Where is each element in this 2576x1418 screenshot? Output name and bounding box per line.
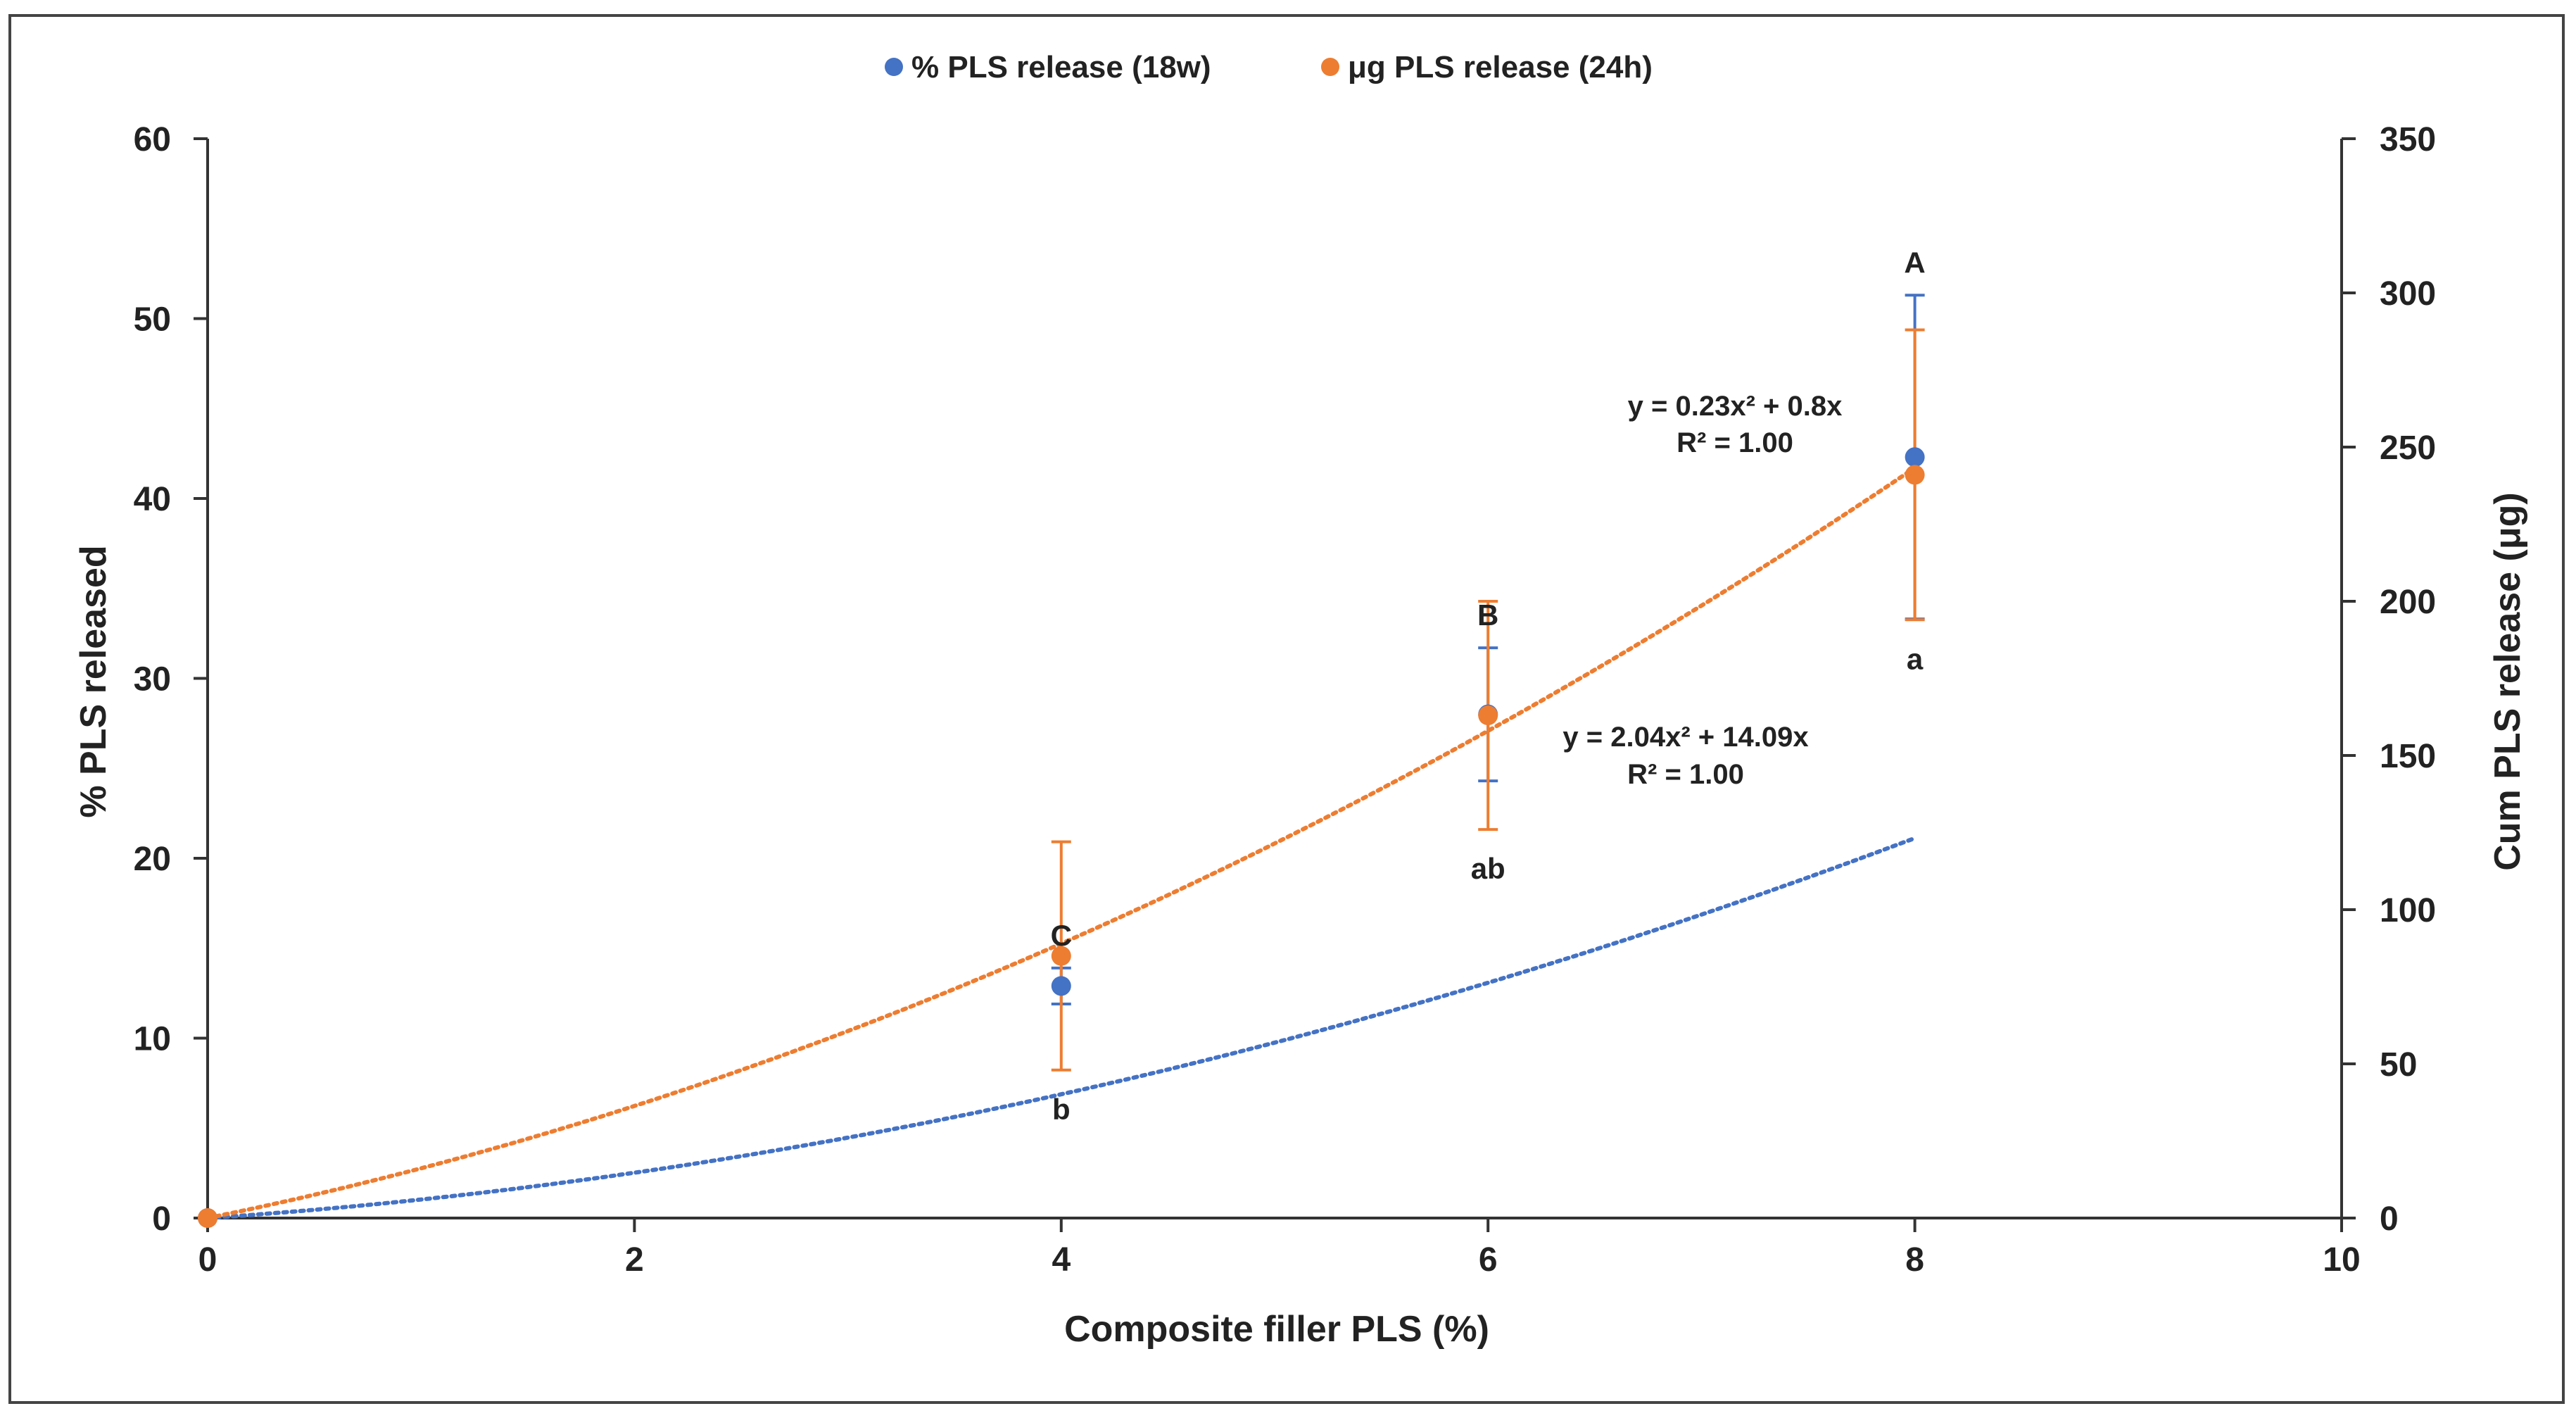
y2-tick-label: 100 [2380, 892, 2436, 929]
significance-letter-series-1: B [1477, 598, 1498, 632]
y2-tick-label: 300 [2380, 275, 2436, 313]
x-tick-label: 8 [1905, 1241, 1924, 1279]
data-points [198, 447, 1925, 1228]
axes: 0 2 4 6 8 10010203040506005010015020025030035… [134, 121, 2436, 1279]
x-tick-label: 0 [198, 1241, 217, 1279]
y-tick-label: 10 [134, 1021, 171, 1058]
y-tick-label: 60 [134, 121, 171, 158]
y-tick-label: 40 [134, 481, 171, 518]
legend-label-series-2: μg PLS release (24h) [1348, 50, 1653, 84]
data-point-series-2 [1051, 946, 1071, 966]
x-tick-label: 2 [625, 1241, 644, 1279]
significance-letter-series-1: C [1051, 919, 1072, 952]
significance-letter-series-2: a [1907, 642, 1924, 675]
trendline-series-1 [206, 836, 1917, 1220]
significance-letter-series-2: ab [1471, 852, 1505, 885]
legend-label-series-1: % PLS release (18w) [911, 50, 1211, 84]
significance-letters: C B Ab ab a [1051, 246, 1926, 1125]
x-axis-label: Composite filler PLS (%) [1064, 1309, 1489, 1350]
y2-tick-label: 350 [2380, 121, 2436, 158]
data-point-series-2 [1905, 465, 1925, 485]
data-point-series-2 [198, 1208, 217, 1228]
x-tick-label: 4 [1052, 1241, 1071, 1279]
trendline-equation-series-1: y = 0.23x² + 0.8x [1628, 391, 1843, 422]
legend: % PLS release (18w) μg PLS release (24h) [885, 50, 1653, 84]
y-tick-label: 20 [134, 841, 171, 878]
data-point-series-2 [1478, 705, 1498, 726]
x-tick-label: 6 [1479, 1241, 1498, 1279]
legend-marker-series-1 [885, 58, 903, 76]
significance-letter-series-2: b [1052, 1093, 1071, 1126]
y2-axis-label: Cum PLS release (μg) [2487, 492, 2528, 871]
x-tick-label: 10 [2323, 1241, 2360, 1279]
significance-letter-series-1: A [1904, 246, 1925, 279]
y2-tick-label: 200 [2380, 584, 2436, 621]
trendline-equation-series-2: y = 2.04x² + 14.09x [1562, 722, 1808, 753]
trendline-r2-series-1: R² = 1.00 [1677, 427, 1793, 458]
data-point-series-1 [1905, 447, 1925, 468]
y2-tick-label: 50 [2380, 1046, 2417, 1084]
y-tick-label: 30 [134, 661, 171, 698]
y-axis-label: % PLS released [73, 545, 114, 817]
figure-border [8, 14, 2565, 1404]
legend-marker-series-2 [1321, 58, 1339, 76]
y-tick-label: 50 [134, 301, 171, 339]
data-point-series-1 [1051, 976, 1071, 996]
y2-tick-label: 0 [2380, 1200, 2399, 1238]
trendline-r2-series-2: R² = 1.00 [1627, 759, 1744, 790]
y2-tick-label: 150 [2380, 738, 2436, 775]
y2-tick-label: 250 [2380, 429, 2436, 467]
y-tick-label: 0 [152, 1200, 171, 1238]
